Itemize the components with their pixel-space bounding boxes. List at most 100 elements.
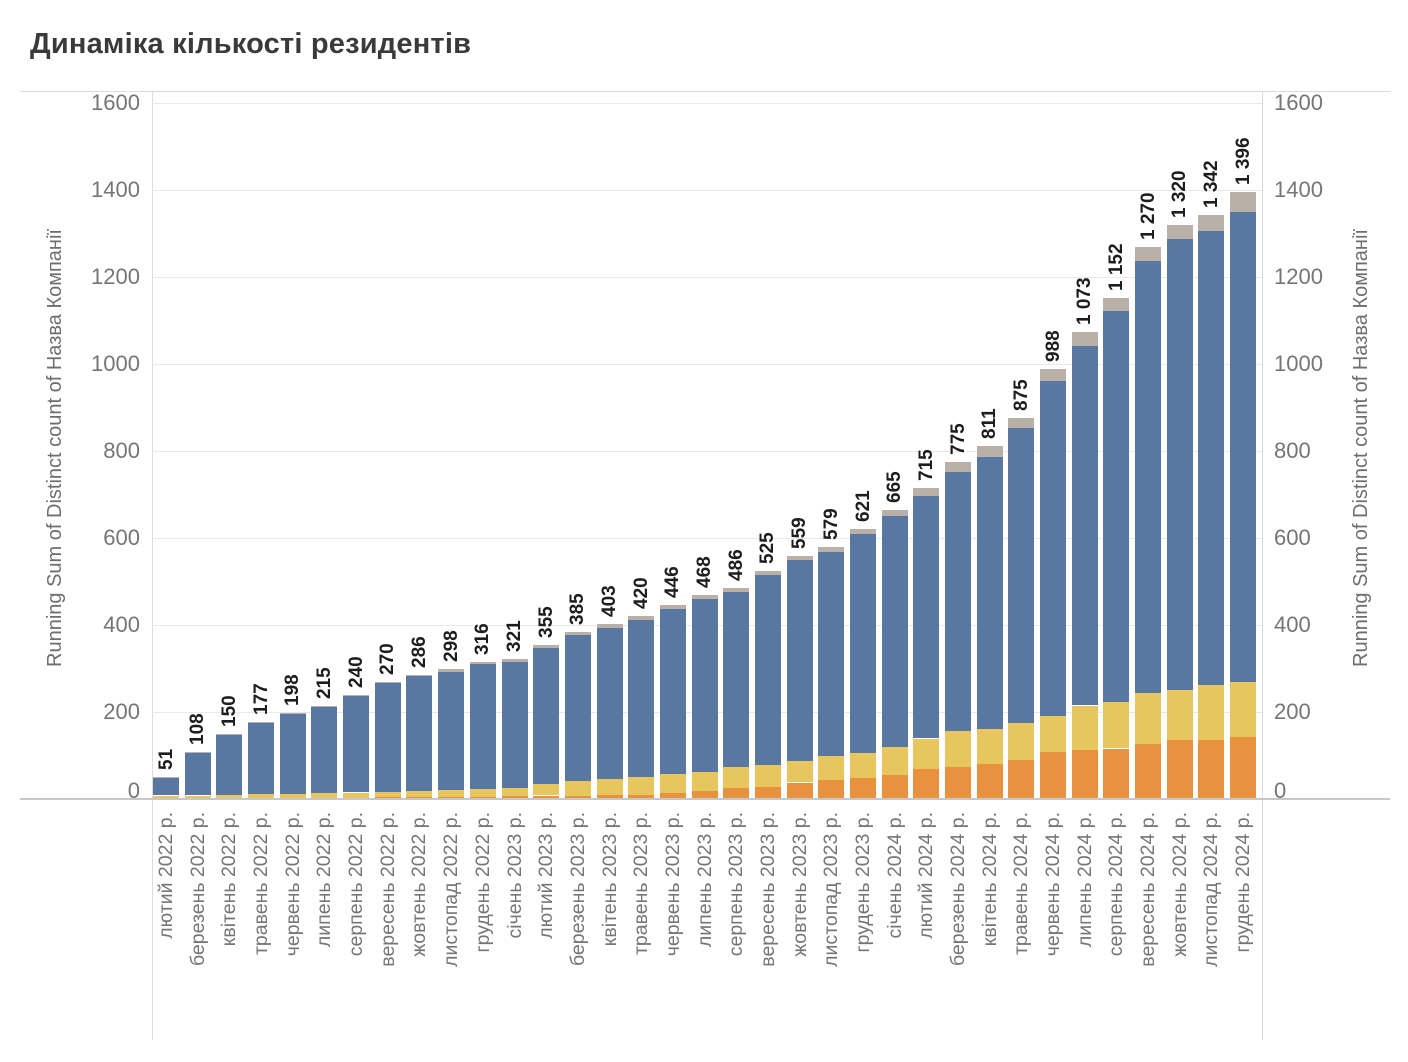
bar-blue-segment[interactable] [279,714,306,794]
bar-yellow-segment[interactable] [438,789,465,797]
bar-yellow-segment[interactable] [184,795,211,799]
bar-yellow-segment[interactable] [913,738,940,769]
bar-blue-segment[interactable] [1071,346,1098,706]
bar-blue-segment[interactable] [1040,381,1066,716]
bar-orange-segment[interactable] [723,788,750,799]
bar-yellow-segment[interactable] [1198,684,1225,740]
bar-yellow-segment[interactable] [1008,723,1035,760]
bar-yellow-segment[interactable] [501,787,528,797]
bar-blue-segment[interactable] [374,683,401,792]
bar-orange-segment[interactable] [1166,739,1193,799]
bar-blue-segment[interactable] [343,696,370,793]
bar-gray-segment[interactable] [1040,369,1066,382]
bar-orange-segment[interactable] [1071,749,1098,799]
bar-blue-segment[interactable] [184,753,211,796]
bar-orange-segment[interactable] [501,796,528,799]
bar-orange-segment[interactable] [628,794,655,799]
bar-blue-segment[interactable] [1008,428,1035,724]
bar-blue-segment[interactable] [723,591,750,768]
bar-gray-segment[interactable] [1198,215,1225,232]
bar-gray-segment[interactable] [216,733,243,736]
bar-gray-segment[interactable] [564,631,591,635]
bar-blue-segment[interactable] [248,723,274,795]
bar-blue-segment[interactable] [564,635,591,782]
bar-yellow-segment[interactable] [374,791,401,798]
bar-blue-segment[interactable] [628,619,655,778]
bar-orange-segment[interactable] [850,778,876,799]
bar-yellow-segment[interactable] [1103,702,1130,749]
bar-gray-segment[interactable] [1135,246,1162,261]
bar-orange-segment[interactable] [691,791,718,799]
bar-yellow-segment[interactable] [564,781,591,796]
bar-gray-segment[interactable] [1008,418,1035,429]
bar-blue-segment[interactable] [818,551,845,756]
bar-blue-segment[interactable] [438,671,465,790]
bar-yellow-segment[interactable] [343,792,370,798]
bar-orange-segment[interactable] [913,768,940,799]
bar-gray-segment[interactable] [786,555,813,561]
bar-orange-segment[interactable] [945,766,971,799]
bar-yellow-segment[interactable] [945,731,971,767]
bar-orange-segment[interactable] [469,796,496,799]
bar-yellow-segment[interactable] [754,764,781,787]
bar-yellow-segment[interactable] [786,760,813,783]
bar-yellow-segment[interactable] [976,729,1003,765]
bar-orange-segment[interactable] [881,775,908,799]
bar-gray-segment[interactable] [881,509,908,516]
bar-yellow-segment[interactable] [533,783,560,796]
bar-blue-segment[interactable] [786,560,813,761]
bar-blue-segment[interactable] [691,599,718,772]
bar-blue-segment[interactable] [913,495,940,739]
bar-blue-segment[interactable] [533,648,560,784]
bar-blue-segment[interactable] [469,663,496,789]
bar-yellow-segment[interactable] [279,793,306,799]
bar-orange-segment[interactable] [976,764,1003,799]
bar-gray-segment[interactable] [1166,224,1193,240]
bar-gray-segment[interactable] [723,587,750,592]
bar-orange-segment[interactable] [438,796,465,799]
bar-blue-segment[interactable] [1135,260,1162,694]
bar-gray-segment[interactable] [469,661,496,664]
bar-blue-segment[interactable] [153,777,179,796]
bar-blue-segment[interactable] [1198,231,1225,685]
bar-orange-segment[interactable] [533,795,560,799]
bar-yellow-segment[interactable] [153,795,179,799]
bar-yellow-segment[interactable] [659,774,686,793]
bar-orange-segment[interactable] [1198,739,1225,799]
bar-blue-segment[interactable] [976,456,1003,729]
bar-gray-segment[interactable] [248,722,274,724]
bar-blue-segment[interactable] [406,676,433,791]
bar-blue-segment[interactable] [881,515,908,748]
bar-yellow-segment[interactable] [1040,715,1066,752]
bar-yellow-segment[interactable] [691,771,718,792]
bar-yellow-segment[interactable] [1230,682,1257,737]
bar-gray-segment[interactable] [438,669,465,672]
bar-gray-segment[interactable] [374,681,401,684]
bar-orange-segment[interactable] [596,795,623,799]
bar-orange-segment[interactable] [1008,759,1035,799]
bar-gray-segment[interactable] [850,528,876,535]
bar-blue-segment[interactable] [311,706,338,794]
bar-yellow-segment[interactable] [1071,705,1098,750]
bar-gray-segment[interactable] [691,595,718,600]
bar-yellow-segment[interactable] [596,779,623,796]
bar-blue-segment[interactable] [850,534,876,754]
bar-yellow-segment[interactable] [1166,689,1193,740]
bar-gray-segment[interactable] [913,488,940,496]
bar-blue-segment[interactable] [1166,239,1193,690]
bar-gray-segment[interactable] [1230,191,1257,212]
bar-orange-segment[interactable] [564,795,591,799]
bar-gray-segment[interactable] [818,547,845,552]
bar-blue-segment[interactable] [596,627,623,779]
bar-orange-segment[interactable] [406,796,433,799]
bar-gray-segment[interactable] [153,776,179,778]
bar-yellow-segment[interactable] [881,747,908,775]
bar-gray-segment[interactable] [501,659,528,663]
bar-blue-segment[interactable] [1230,211,1257,682]
bar-orange-segment[interactable] [659,792,686,799]
bar-gray-segment[interactable] [945,461,971,472]
bar-yellow-segment[interactable] [311,793,338,799]
bar-yellow-segment[interactable] [628,777,655,795]
bar-gray-segment[interactable] [311,705,338,707]
bar-orange-segment[interactable] [754,786,781,799]
